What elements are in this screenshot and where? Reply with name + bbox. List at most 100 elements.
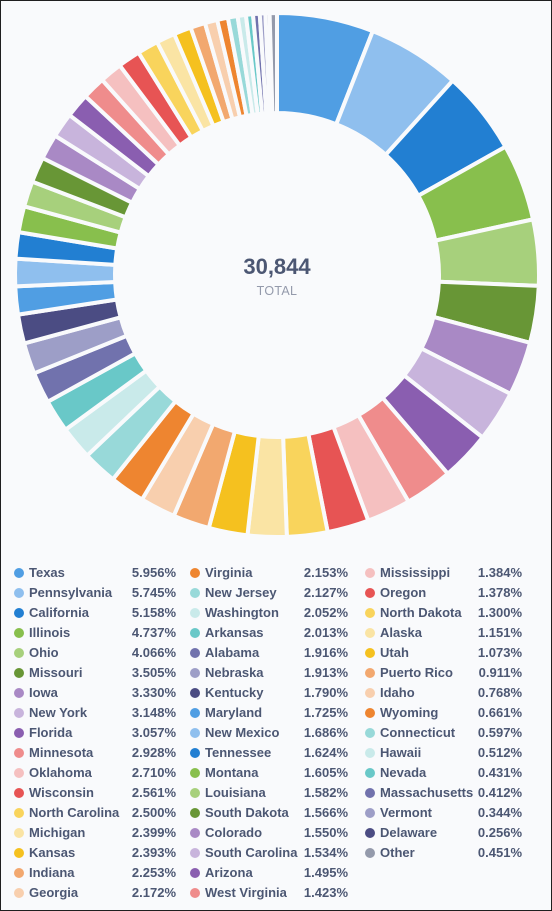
legend-label: Hawaii (380, 745, 422, 760)
legend-item[interactable]: Virginia 2.153% (190, 563, 348, 583)
legend-color-dot (365, 748, 375, 758)
legend-color-dot (14, 588, 24, 598)
legend-color-dot (365, 668, 375, 678)
legend-percentage: 2.710% (131, 765, 176, 780)
legend-color-dot (190, 608, 200, 618)
legend-item[interactable]: Wyoming 0.661% (365, 703, 522, 723)
legend-label: North Dakota (380, 605, 462, 620)
legend-item[interactable]: Pennsylvania 5.745% (14, 583, 176, 603)
donut-slice-other[interactable] (267, 11, 279, 116)
legend-label: Oklahoma (29, 765, 92, 780)
legend-item[interactable]: Montana 1.605% (190, 763, 348, 783)
legend-label: Indiana (29, 865, 75, 880)
legend-item[interactable]: Other 0.451% (365, 843, 522, 863)
legend-color-dot (365, 628, 375, 638)
legend-item[interactable]: Nebraska 1.913% (190, 663, 348, 683)
legend-item[interactable]: Tennessee 1.624% (190, 743, 348, 763)
legend-item[interactable]: Florida 3.057% (14, 723, 176, 743)
legend-percentage: 2.127% (303, 585, 348, 600)
legend-item[interactable]: Arkansas 2.013% (190, 623, 348, 643)
legend-item[interactable]: Indiana 2.253% (14, 863, 176, 883)
legend-color-dot (14, 828, 24, 838)
legend-item[interactable]: Kentucky 1.790% (190, 683, 348, 703)
legend-item[interactable]: Alaska 1.151% (365, 623, 522, 643)
legend-item[interactable]: Illinois 4.737% (14, 623, 176, 643)
legend-item[interactable]: Delaware 0.256% (365, 823, 522, 843)
legend-item[interactable]: Louisiana 1.582% (190, 783, 348, 803)
legend-label: Virginia (205, 565, 253, 580)
legend-label: Massachusetts (380, 785, 474, 800)
legend-item[interactable]: New Jersey 2.127% (190, 583, 348, 603)
legend-item[interactable]: New Mexico 1.686% (190, 723, 348, 743)
legend-color-dot (190, 848, 200, 858)
legend-percentage: 2.172% (131, 885, 176, 900)
legend-color-dot (14, 848, 24, 858)
legend-item[interactable]: Texas 5.956% (14, 563, 176, 583)
legend-color-dot (190, 768, 200, 778)
legend-item[interactable]: Vermont 0.344% (365, 803, 522, 823)
legend-item[interactable]: Maryland 1.725% (190, 703, 348, 723)
legend-item[interactable]: Alabama 1.916% (190, 643, 348, 663)
legend-item[interactable]: Minnesota 2.928% (14, 743, 176, 763)
legend-percentage: 0.512% (477, 745, 522, 760)
legend-percentage: 1.790% (303, 685, 348, 700)
legend-percentage: 0.256% (477, 825, 522, 840)
legend-label: Utah (380, 645, 409, 660)
legend-item[interactable]: North Dakota 1.300% (365, 603, 522, 623)
legend-label: Nebraska (205, 665, 264, 680)
legend-percentage: 1.550% (303, 825, 348, 840)
legend-color-dot (190, 688, 200, 698)
legend-percentage: 1.423% (303, 885, 348, 900)
legend-item[interactable]: Colorado 1.550% (190, 823, 348, 843)
legend-label: Texas (29, 565, 65, 580)
legend-percentage: 1.495% (303, 865, 348, 880)
legend-item[interactable]: Arizona 1.495% (190, 863, 348, 883)
legend-label: Connecticut (380, 725, 456, 740)
legend-percentage: 3.330% (131, 685, 176, 700)
legend-item[interactable]: Wisconsin 2.561% (14, 783, 176, 803)
legend-item[interactable]: Ohio 4.066% (14, 643, 176, 663)
legend-color-dot (190, 748, 200, 758)
legend-item[interactable]: Hawaii 0.512% (365, 743, 522, 763)
legend-color-dot (190, 668, 200, 678)
legend-item[interactable]: Missouri 3.505% (14, 663, 176, 683)
legend-item[interactable]: Kansas 2.393% (14, 843, 176, 863)
legend-color-dot (365, 848, 375, 858)
legend-color-dot (365, 768, 375, 778)
legend-color-dot (14, 748, 24, 758)
legend-item[interactable]: North Carolina 2.500% (14, 803, 176, 823)
legend-item[interactable]: New York 3.148% (14, 703, 176, 723)
legend-item[interactable]: Nevada 0.431% (365, 763, 522, 783)
legend-item[interactable]: Oklahoma 2.710% (14, 763, 176, 783)
legend-item[interactable]: Georgia 2.172% (14, 883, 176, 903)
legend-item[interactable]: Oregon 1.378% (365, 583, 522, 603)
legend-label: California (29, 605, 89, 620)
legend-percentage: 1.605% (303, 765, 348, 780)
legend-label: Maryland (205, 705, 263, 720)
legend-item[interactable]: South Dakota 1.566% (190, 803, 348, 823)
legend-label: Washington (205, 605, 279, 620)
legend-item[interactable]: West Virginia 1.423% (190, 883, 348, 903)
legend-label: New Jersey (205, 585, 277, 600)
legend-percentage: 0.597% (477, 725, 522, 740)
legend-color-dot (14, 868, 24, 878)
legend-item[interactable]: Connecticut 0.597% (365, 723, 522, 743)
legend-item[interactable]: Washington 2.052% (190, 603, 348, 623)
legend-item[interactable]: Puerto Rico 0.911% (365, 663, 522, 683)
legend-item[interactable]: California 5.158% (14, 603, 176, 623)
legend-color-dot (14, 788, 24, 798)
legend-label: Colorado (205, 825, 263, 840)
legend-item[interactable]: Michigan 2.399% (14, 823, 176, 843)
legend-item[interactable]: Utah 1.073% (365, 643, 522, 663)
legend-item[interactable]: Mississippi 1.384% (365, 563, 522, 583)
legend-label: Kentucky (205, 685, 264, 700)
legend-item[interactable]: South Carolina 1.534% (190, 843, 348, 863)
legend-percentage: 1.566% (303, 805, 348, 820)
legend-percentage: 1.582% (303, 785, 348, 800)
legend-item[interactable]: Iowa 3.330% (14, 683, 176, 703)
legend-item[interactable]: Idaho 0.768% (365, 683, 522, 703)
legend-item[interactable]: Massachusetts 0.412% (365, 783, 522, 803)
legend-color-dot (365, 808, 375, 818)
legend-color-dot (365, 588, 375, 598)
legend-label: Oregon (380, 585, 427, 600)
